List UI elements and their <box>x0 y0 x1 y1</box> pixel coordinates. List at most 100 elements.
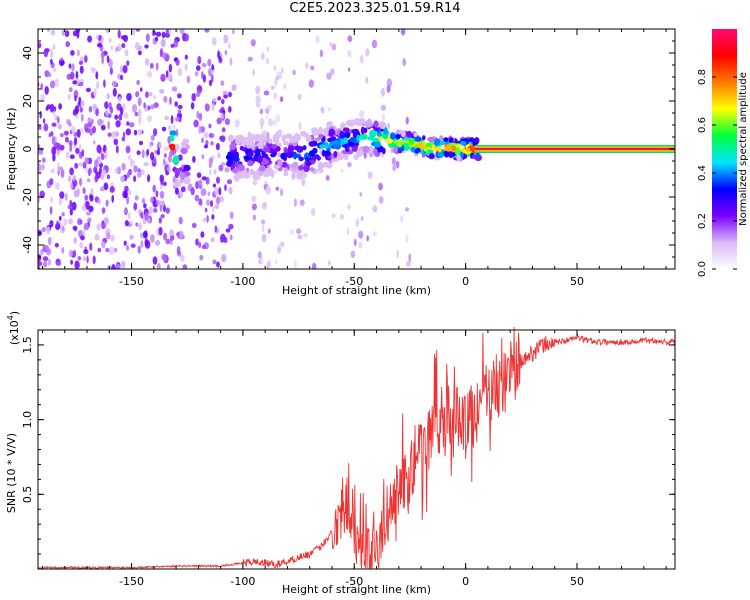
noise-blob <box>133 202 138 211</box>
noise-blob <box>106 232 111 240</box>
noise-blob <box>220 80 225 86</box>
noise-blob <box>167 264 170 269</box>
noise-blob <box>121 162 126 171</box>
noise-blob <box>101 169 107 177</box>
noise-blob <box>51 136 56 146</box>
noise-blob <box>101 56 104 64</box>
noise-blob <box>143 162 149 167</box>
signal-blob <box>229 143 237 150</box>
noise-blob <box>228 42 231 50</box>
signal-blob <box>334 143 342 150</box>
signal-blob <box>267 138 273 144</box>
noise-blob <box>70 182 73 190</box>
signal-blob <box>413 132 418 138</box>
noise-blob <box>81 149 85 157</box>
noise-blob <box>211 214 215 220</box>
noise-blob <box>64 30 70 37</box>
noise-blob <box>90 67 96 74</box>
noise-blob <box>141 198 146 204</box>
noise-blob <box>88 106 93 113</box>
noise-blob <box>137 45 143 51</box>
y-tick-label: -20 <box>21 188 34 206</box>
signal-blob <box>423 147 429 152</box>
noise-blob <box>194 194 200 202</box>
noise-blob <box>78 144 82 150</box>
signal-blob <box>228 134 235 143</box>
y-axis-label: Frequency (Hz) <box>5 108 18 191</box>
noise-blob <box>160 214 165 219</box>
noise-blob <box>133 175 137 183</box>
signal-blob <box>286 151 294 159</box>
noise-blob <box>247 56 253 62</box>
noise-blob <box>68 140 73 147</box>
bottom-plot-frame <box>37 329 676 570</box>
noise-blob <box>216 176 220 184</box>
noise-blob <box>111 264 116 269</box>
colorbar <box>712 29 737 269</box>
noise-blob <box>170 235 175 241</box>
signal-blob <box>262 153 269 158</box>
noise-blob <box>310 65 315 71</box>
signal-blob <box>308 150 316 157</box>
noise-blob <box>263 90 270 96</box>
noise-blob <box>41 157 46 163</box>
signal-blob <box>400 130 406 137</box>
noise-blob <box>38 196 41 203</box>
noise-blob <box>204 103 210 112</box>
signal-blob <box>367 136 374 141</box>
noise-blob <box>113 247 118 253</box>
noise-blob <box>198 198 203 206</box>
signal-blob <box>349 136 357 143</box>
noise-blob <box>76 49 80 57</box>
signal-blob <box>234 135 243 141</box>
signal-blob <box>472 138 478 147</box>
noise-blob <box>150 234 155 243</box>
noise-blob <box>101 207 106 214</box>
noise-blob <box>274 259 278 264</box>
signal-blob <box>283 167 289 172</box>
noise-blob <box>184 63 188 72</box>
noise-blob <box>100 186 105 192</box>
noise-blob <box>94 159 99 168</box>
noise-blob <box>106 174 110 180</box>
noise-blob <box>210 141 214 146</box>
noise-blob <box>118 113 123 121</box>
noise-blob <box>129 234 134 240</box>
noise-blob <box>283 83 287 90</box>
noise-blob <box>93 166 98 174</box>
noise-blob <box>380 104 387 111</box>
noise-blob <box>167 166 171 173</box>
noise-blob <box>198 112 203 121</box>
noise-blob <box>195 92 201 97</box>
noise-blob <box>347 161 352 168</box>
noise-blob <box>115 145 119 154</box>
signal-blob <box>340 122 346 129</box>
noise-blob <box>347 67 351 72</box>
noise-blob <box>275 114 280 123</box>
noise-blob <box>102 144 107 153</box>
noise-blob <box>178 216 183 225</box>
noise-blob <box>201 71 204 80</box>
snr-series-line <box>37 326 676 570</box>
noise-blob <box>196 172 202 179</box>
noise-blob <box>49 220 54 228</box>
noise-blob <box>402 58 407 67</box>
signal-blob <box>374 141 381 148</box>
signal-blob <box>367 145 374 154</box>
noise-blob <box>61 247 65 254</box>
noise-blob <box>73 249 77 258</box>
noise-blob <box>107 120 110 130</box>
noise-blob <box>80 56 84 63</box>
noise-blob <box>229 211 234 219</box>
noise-blob <box>71 126 76 134</box>
noise-blob <box>216 261 220 268</box>
noise-blob <box>41 227 46 233</box>
noise-blob <box>347 50 352 58</box>
signal-blob <box>450 145 457 151</box>
signal-blob <box>265 172 269 177</box>
noise-blob <box>60 60 65 65</box>
noise-blob <box>173 39 179 48</box>
noise-blob <box>378 196 384 204</box>
signal-blob <box>305 161 312 166</box>
noise-blob <box>130 243 136 248</box>
